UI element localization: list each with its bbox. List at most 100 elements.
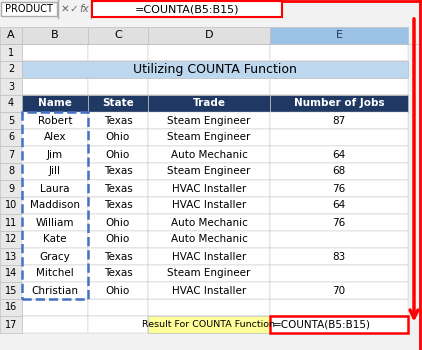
Bar: [88, 146, 148, 163]
Bar: [148, 299, 270, 316]
Text: William: William: [36, 217, 74, 228]
Bar: [88, 248, 148, 265]
Bar: [270, 112, 408, 129]
Text: Ohio: Ohio: [106, 217, 130, 228]
Text: 68: 68: [333, 167, 346, 176]
Bar: [22, 197, 88, 214]
Bar: [148, 163, 270, 180]
Text: 76: 76: [333, 217, 346, 228]
Text: 83: 83: [333, 252, 346, 261]
Text: =COUNTA(B5:B15): =COUNTA(B5:B15): [135, 4, 239, 14]
Text: Laura: Laura: [40, 183, 70, 194]
Bar: [22, 231, 88, 248]
Text: Mitchel: Mitchel: [36, 268, 74, 279]
Bar: [22, 197, 88, 214]
Text: Steam Engineer: Steam Engineer: [167, 167, 251, 176]
Text: Steam Engineer: Steam Engineer: [167, 133, 251, 142]
Text: 5: 5: [8, 116, 14, 126]
Bar: [92, 1, 282, 17]
Bar: [22, 248, 88, 265]
Bar: [148, 112, 270, 129]
Text: Texas: Texas: [104, 252, 133, 261]
Text: Alex: Alex: [44, 133, 66, 142]
Bar: [22, 265, 88, 282]
Bar: [148, 316, 270, 333]
Text: Name: Name: [38, 98, 72, 108]
Text: Kate: Kate: [43, 234, 67, 245]
Text: Auto Mechanic: Auto Mechanic: [170, 217, 247, 228]
Bar: [88, 197, 148, 214]
Bar: [148, 265, 270, 282]
Text: Ohio: Ohio: [106, 133, 130, 142]
Text: HVAC Installer: HVAC Installer: [172, 183, 246, 194]
Bar: [88, 95, 148, 112]
Bar: [22, 231, 88, 248]
Text: 17: 17: [5, 320, 17, 329]
Text: Texas: Texas: [104, 201, 133, 210]
Bar: [148, 44, 270, 61]
Bar: [270, 163, 408, 180]
Bar: [88, 282, 148, 299]
Bar: [270, 299, 408, 316]
Bar: [22, 78, 88, 95]
Bar: [22, 248, 88, 265]
Bar: [22, 129, 88, 146]
Text: 12: 12: [5, 234, 17, 245]
Text: Ohio: Ohio: [106, 149, 130, 160]
Bar: [88, 95, 148, 112]
Bar: [88, 129, 148, 146]
Bar: [22, 214, 88, 231]
Bar: [148, 214, 270, 231]
Bar: [270, 27, 408, 44]
Text: =COUNTA(B5:B15): =COUNTA(B5:B15): [273, 320, 371, 329]
Bar: [0, 0, 422, 18]
Bar: [0, 18, 422, 27]
Bar: [270, 231, 408, 248]
Bar: [270, 129, 408, 146]
Bar: [88, 180, 148, 197]
Bar: [148, 231, 270, 248]
Text: 64: 64: [333, 201, 346, 210]
Text: Trade: Trade: [192, 98, 225, 108]
Bar: [22, 27, 88, 44]
Text: 7: 7: [8, 149, 14, 160]
Bar: [0, 180, 22, 197]
Bar: [22, 44, 88, 61]
Bar: [148, 78, 270, 95]
Text: Robert: Robert: [38, 116, 72, 126]
Bar: [270, 248, 408, 265]
Bar: [148, 146, 270, 163]
Bar: [22, 61, 408, 78]
Bar: [0, 95, 22, 112]
Text: Number of Jobs: Number of Jobs: [294, 98, 384, 108]
Bar: [88, 265, 148, 282]
Text: Auto Mechanic: Auto Mechanic: [170, 234, 247, 245]
Text: Ohio: Ohio: [106, 234, 130, 245]
Bar: [88, 214, 148, 231]
Bar: [270, 146, 408, 163]
Bar: [88, 112, 148, 129]
Text: 8: 8: [8, 167, 14, 176]
Bar: [0, 112, 22, 129]
Text: Jim: Jim: [47, 149, 63, 160]
Bar: [22, 95, 88, 112]
Bar: [148, 180, 270, 197]
Text: 2: 2: [8, 64, 14, 75]
Text: 4: 4: [8, 98, 14, 108]
Text: Steam Engineer: Steam Engineer: [167, 116, 251, 126]
Text: 64: 64: [333, 149, 346, 160]
Bar: [270, 231, 408, 248]
Bar: [270, 197, 408, 214]
Text: HVAC Installer: HVAC Installer: [172, 201, 246, 210]
Bar: [270, 44, 408, 61]
Bar: [270, 316, 408, 333]
Bar: [270, 265, 408, 282]
Bar: [88, 163, 148, 180]
Text: Christian: Christian: [32, 286, 78, 295]
Text: 76: 76: [333, 183, 346, 194]
Bar: [88, 231, 148, 248]
Text: Texas: Texas: [104, 183, 133, 194]
Bar: [0, 146, 22, 163]
Text: 16: 16: [5, 302, 17, 313]
Bar: [22, 180, 88, 197]
